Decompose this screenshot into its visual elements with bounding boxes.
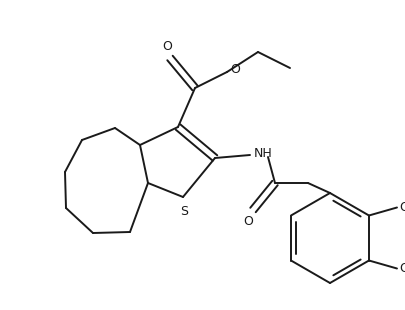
Text: O: O: [243, 215, 252, 228]
Text: O: O: [162, 40, 171, 53]
Text: NH: NH: [254, 148, 272, 161]
Text: S: S: [179, 205, 188, 218]
Text: O: O: [398, 262, 405, 275]
Text: O: O: [230, 64, 239, 77]
Text: O: O: [398, 201, 405, 214]
